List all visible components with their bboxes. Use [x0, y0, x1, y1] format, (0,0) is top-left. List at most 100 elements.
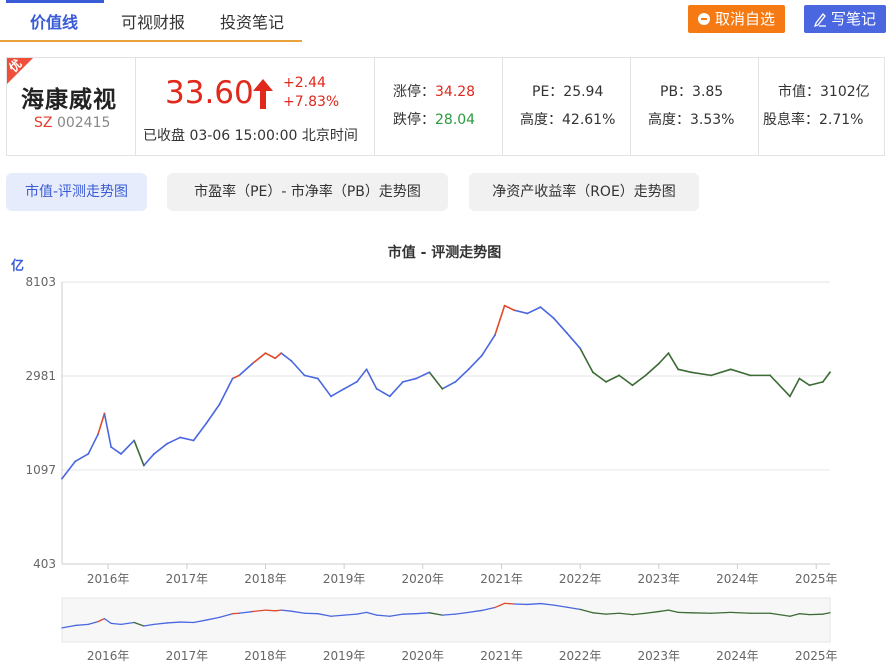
data-point [579, 347, 582, 350]
navigator-segment [667, 609, 679, 614]
market-cap-chart[interactable]: 403 1097 2981 8103 2016年 2016年 2017年 2017年 2018年… [0, 230, 889, 672]
navigator-segment [317, 613, 332, 617]
navigator-segment [618, 612, 634, 616]
limit-cell: 涨停：34.28 跌停：28.04 [374, 58, 503, 155]
navigator-segment [494, 602, 506, 609]
navigator-segment [526, 602, 542, 606]
series-segment [631, 374, 647, 387]
series-segment [166, 436, 182, 445]
series-segment [579, 347, 594, 374]
navigator-x-tick-label: 2017年 [166, 649, 209, 663]
series-segment [592, 371, 607, 383]
navigator-segment [251, 609, 267, 613]
navigator-segment [133, 621, 145, 627]
x-tick-label: 2017年 [166, 572, 209, 586]
series-segment [274, 352, 283, 360]
series-segment [179, 436, 195, 442]
limit-down: 跌停：28.04 [393, 112, 476, 128]
tab-visual-report[interactable]: 可视财报 [121, 13, 186, 32]
change-amount: +2.44 [283, 75, 326, 91]
data-point [142, 464, 145, 467]
write-note-button[interactable]: 写笔记 [804, 5, 886, 33]
navigator-x-tick-label: 2025年 [795, 649, 838, 663]
minus-circle-icon [698, 13, 710, 25]
y-tick-label: 8103 [25, 275, 56, 289]
series-segment [729, 368, 752, 377]
series-segment [343, 381, 358, 390]
navigator-segment [467, 609, 483, 614]
y-tick-label: 403 [33, 557, 56, 571]
navigator-x-tick-label: 2021年 [480, 649, 523, 663]
navigator-x-tick-label: 2018年 [244, 649, 287, 663]
data-point [87, 453, 90, 455]
chart-tab-pe-pb[interactable]: 市盈率（PE）- 市净率（PB）走势图 [167, 173, 448, 211]
series-segment [480, 334, 496, 357]
tab-value-line[interactable]: 价值线 [30, 13, 79, 32]
pe-cell: PE：25.94 高度：42.61% [502, 58, 631, 155]
remove-watchlist-button[interactable]: 取消自选 [688, 5, 785, 33]
data-point [605, 380, 607, 383]
data-point [153, 453, 155, 455]
premium-badge: 优 [7, 58, 33, 84]
navigator-segment [87, 620, 99, 626]
series-segment [789, 377, 801, 398]
data-point [539, 306, 542, 309]
series-segment [74, 453, 90, 463]
unit-label[interactable]: 亿 [11, 259, 25, 274]
data-point [552, 317, 555, 320]
data-point [798, 377, 801, 380]
data-point [303, 374, 306, 377]
navigator-segment [376, 614, 391, 617]
price-cell: 33.60 +2.44 +7.83% 已收盘 03-06 15:00:00 北京… [135, 58, 375, 155]
navigator-band [61, 597, 831, 643]
data-point [415, 377, 417, 380]
navigator-segment [539, 602, 555, 606]
navigator-x-tick-label: 2022年 [559, 649, 602, 663]
data-point [769, 374, 772, 377]
series-segment [205, 403, 221, 425]
x-tick-label: 2025年 [795, 572, 838, 586]
series-segment [798, 377, 811, 387]
data-point [316, 377, 319, 380]
series-segment [61, 460, 76, 480]
chart-tab-roe[interactable]: 净资产收益率（ROE）走势图 [469, 173, 699, 211]
x-tick-label: 2018年 [244, 572, 287, 586]
navigator-segment [290, 610, 306, 614]
data-point [493, 334, 496, 337]
data-point [454, 380, 457, 383]
navigator-segment [343, 613, 358, 616]
navigator-x-tick-label: 2023年 [638, 649, 681, 663]
pe-height: 高度：42.61% [520, 112, 616, 128]
series-segment [553, 317, 568, 334]
navigator-segment [218, 613, 234, 619]
navigator-segment [264, 609, 276, 612]
data-point [355, 380, 358, 383]
series-segment [120, 439, 135, 455]
navigator-segment [192, 619, 207, 624]
series-segment [192, 422, 208, 442]
data-point [280, 352, 283, 355]
series-segment [467, 354, 483, 371]
data-point [690, 371, 693, 374]
series-segment [605, 374, 620, 383]
series-segment [375, 388, 391, 398]
data-point [330, 395, 332, 398]
series-segment [365, 368, 378, 390]
series-segment [153, 442, 168, 455]
navigator-segment [631, 612, 647, 616]
series-segment [822, 371, 831, 383]
navigator-segment [503, 602, 515, 605]
write-note-label: 写笔记 [831, 10, 877, 28]
series-segment [388, 381, 404, 398]
data-point [428, 371, 431, 374]
data-point [365, 368, 368, 371]
series-segment [710, 368, 732, 377]
chart-tab-mcap[interactable]: 市值-评测走势图 [6, 173, 147, 211]
series-segment [231, 374, 241, 380]
series-segment [356, 368, 368, 383]
tab-investment-notes[interactable]: 投资笔记 [220, 13, 285, 32]
data-point [829, 371, 831, 374]
data-point [821, 380, 824, 383]
data-point [218, 403, 221, 406]
data-point [677, 368, 680, 371]
